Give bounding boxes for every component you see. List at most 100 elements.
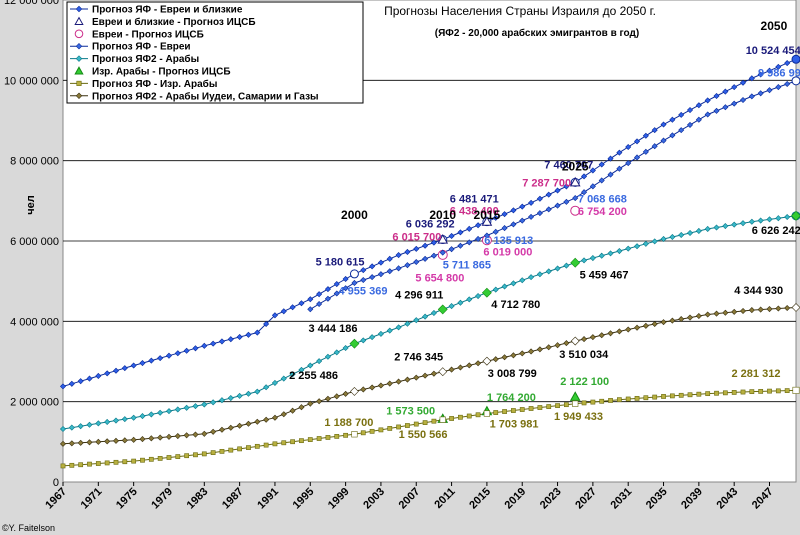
series-0-point bbox=[536, 195, 543, 202]
israeli-arab-reference-point bbox=[439, 416, 446, 423]
legend-label: Изр. Арабы - Прогноз ИЦСБ bbox=[92, 66, 231, 78]
series-7-point bbox=[642, 322, 649, 329]
series-4-point bbox=[130, 414, 137, 421]
series-4-point bbox=[192, 403, 199, 410]
series-7-point bbox=[519, 350, 526, 357]
year-markers: 2000 2010 2015 2025 2050 bbox=[341, 19, 788, 222]
series-3-point bbox=[501, 225, 508, 232]
series-3-point bbox=[333, 290, 340, 297]
data-label: 1 703 981 bbox=[490, 418, 539, 430]
series-3-point bbox=[651, 143, 658, 150]
series-6-point bbox=[219, 448, 225, 454]
series-0-end bbox=[791, 54, 800, 64]
series-7-point bbox=[395, 378, 402, 385]
series-0-point bbox=[545, 191, 552, 198]
data-label: 2 281 312 bbox=[732, 368, 781, 380]
data-label: 4 344 930 bbox=[734, 285, 783, 297]
series-4-point bbox=[360, 337, 367, 344]
series-7-point bbox=[581, 336, 588, 343]
series-0-point bbox=[519, 203, 526, 210]
series-3-point bbox=[704, 111, 711, 118]
series-6-point bbox=[537, 405, 543, 410]
series-7-point bbox=[616, 328, 623, 335]
series-0-point bbox=[413, 245, 420, 252]
series-3-point bbox=[695, 116, 702, 123]
series-6-point bbox=[581, 400, 587, 406]
series-0-point bbox=[739, 79, 747, 86]
series-6-point bbox=[740, 389, 746, 395]
series-6-point bbox=[166, 455, 172, 460]
series-4-point bbox=[704, 225, 711, 232]
series-0-point bbox=[598, 161, 605, 168]
data-label: 6 015 700 bbox=[392, 232, 441, 244]
series-0-point bbox=[528, 199, 535, 206]
series-7-point bbox=[77, 439, 84, 446]
series-4-point bbox=[678, 231, 685, 238]
series-7-point bbox=[554, 342, 561, 349]
data-label: 7 287 700 bbox=[522, 177, 571, 189]
series-4-point bbox=[271, 379, 278, 386]
series-4-point bbox=[748, 218, 755, 225]
series-7-point bbox=[651, 320, 658, 328]
series-7-point bbox=[475, 360, 482, 367]
series-7-point bbox=[607, 330, 614, 337]
series-3-point bbox=[395, 265, 402, 272]
series-4-point bbox=[766, 216, 773, 223]
data-label: 7 460 707 bbox=[544, 160, 593, 172]
series-3-point bbox=[448, 246, 455, 253]
series-3-point bbox=[386, 268, 393, 275]
series-3-point bbox=[510, 221, 517, 228]
series-6-point bbox=[378, 427, 384, 433]
series-3-point bbox=[439, 249, 446, 256]
series-7-point bbox=[121, 437, 128, 444]
series-0-point bbox=[245, 331, 252, 338]
series-3-point bbox=[307, 306, 314, 313]
y-tick-label: 12 000 000 bbox=[4, 0, 59, 7]
series-6-point bbox=[546, 404, 552, 409]
series-0-point bbox=[581, 173, 588, 180]
series-0-point bbox=[616, 149, 623, 156]
series-markers bbox=[59, 54, 800, 469]
series-0-point bbox=[589, 167, 596, 174]
series-3-point bbox=[360, 277, 367, 284]
series-0-point bbox=[669, 116, 676, 123]
series-4-point bbox=[563, 262, 570, 269]
series-4-point bbox=[307, 362, 314, 369]
data-label: 4 955 369 bbox=[339, 285, 388, 297]
series-4-point bbox=[227, 395, 234, 402]
series-6-point bbox=[652, 394, 658, 400]
series-4-point bbox=[95, 420, 102, 427]
y-tick-label: 0 bbox=[53, 477, 59, 489]
data-label: 6 626 242 bbox=[752, 225, 800, 237]
data-label: 2 746 345 bbox=[394, 351, 443, 363]
series-6-point bbox=[360, 430, 366, 436]
series-3-point bbox=[369, 274, 376, 281]
series-4-point bbox=[377, 330, 384, 337]
series-4-point bbox=[634, 243, 641, 250]
series-7-point bbox=[669, 317, 676, 324]
series-4-point bbox=[413, 317, 420, 324]
series-4-point bbox=[165, 408, 173, 415]
series-0-point bbox=[713, 92, 720, 100]
legend-marker bbox=[75, 42, 83, 50]
series-4-point bbox=[298, 366, 305, 373]
series-3-point bbox=[342, 285, 349, 292]
series-6-point bbox=[722, 390, 728, 396]
series-3-point bbox=[589, 183, 596, 190]
y-axis-label: чел bbox=[25, 195, 37, 215]
series-0-point bbox=[695, 102, 702, 109]
series-3-point bbox=[598, 177, 605, 184]
legend-marker bbox=[74, 29, 84, 39]
legend-item: Прогноз ЯФ - Евреи bbox=[70, 42, 191, 53]
series-4-point bbox=[598, 252, 605, 259]
series-6-point bbox=[148, 456, 154, 462]
series-0-point bbox=[192, 345, 199, 352]
series-0-point bbox=[775, 63, 782, 70]
series-6-point bbox=[210, 450, 216, 456]
series-0-point bbox=[307, 296, 314, 303]
series-7-point bbox=[545, 344, 552, 351]
series-6-point bbox=[687, 392, 693, 398]
series-3-point bbox=[722, 104, 729, 111]
series-4-point bbox=[784, 213, 791, 221]
series-7-point bbox=[739, 307, 747, 314]
